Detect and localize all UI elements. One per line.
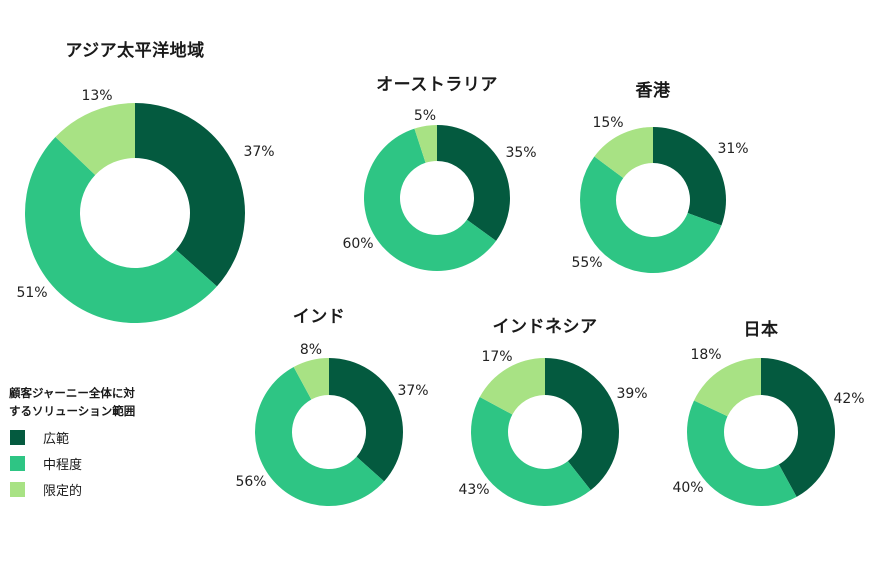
donut-segment-broad bbox=[653, 127, 727, 226]
percent-label-moderate: 43% bbox=[458, 482, 490, 498]
legend-item-broad: 広範 bbox=[9, 424, 189, 450]
legend-swatch-broad bbox=[10, 429, 25, 445]
percent-label-broad: 37% bbox=[397, 383, 429, 399]
percent-label-broad: 37% bbox=[243, 144, 275, 160]
donut-segment-limited bbox=[594, 127, 653, 178]
donut-chart-1 bbox=[363, 125, 510, 272]
legend-swatch-moderate bbox=[10, 455, 25, 471]
donut-chart-0 bbox=[25, 102, 246, 323]
donut-segment-moderate bbox=[687, 400, 797, 507]
legend-item-moderate: 中程度 bbox=[9, 450, 189, 476]
chart-title: インド bbox=[292, 307, 346, 327]
legend: 顧客ジャーニー全体に対 するソリューション範囲 広範 中程度 限定的 bbox=[9, 384, 189, 502]
chart-title: 日本 bbox=[743, 320, 779, 340]
percent-label-broad: 39% bbox=[616, 386, 648, 402]
donut-chart-3 bbox=[254, 358, 403, 507]
donut-segment-moderate bbox=[254, 366, 385, 507]
chart-title: 香港 bbox=[635, 81, 671, 101]
chart-title: オーストラリア bbox=[376, 75, 498, 95]
donut-segment-moderate bbox=[580, 156, 722, 274]
chart-title: アジア太平洋地域 bbox=[65, 41, 205, 61]
percent-label-moderate: 51% bbox=[16, 285, 48, 301]
donut-segment-moderate bbox=[25, 137, 217, 323]
legend-label-limited: 限定的 bbox=[43, 483, 83, 499]
donut-chart-4 bbox=[470, 358, 619, 507]
legend-label-broad: 広範 bbox=[43, 431, 70, 447]
donut-segment-moderate bbox=[363, 128, 497, 272]
donut-segment-broad bbox=[437, 125, 510, 241]
donut-segment-limited bbox=[55, 102, 135, 176]
donut-chart-5 bbox=[687, 358, 835, 507]
legend-swatch-limited bbox=[10, 481, 25, 497]
percent-label-limited: 13% bbox=[81, 88, 113, 104]
donut-segment-limited bbox=[694, 358, 761, 417]
donut-segment-broad bbox=[761, 358, 835, 497]
percent-label-moderate: 55% bbox=[571, 255, 603, 271]
percent-label-limited: 8% bbox=[299, 342, 323, 358]
donut-segment-moderate bbox=[470, 397, 591, 507]
percent-label-moderate: 60% bbox=[342, 236, 374, 252]
legend-title-line1: 顧客ジャーニー全体に対 bbox=[9, 386, 135, 400]
legend-item-limited: 限定的 bbox=[9, 476, 189, 502]
percent-label-limited: 15% bbox=[592, 115, 624, 131]
donut-segment-limited bbox=[293, 358, 329, 400]
donut-segment-limited bbox=[414, 125, 437, 163]
percent-label-broad: 42% bbox=[833, 391, 865, 407]
percent-label-limited: 17% bbox=[481, 349, 513, 365]
percent-label-limited: 18% bbox=[690, 347, 722, 363]
donut-segment-broad bbox=[545, 358, 619, 491]
percent-label-moderate: 56% bbox=[235, 474, 267, 490]
legend-label-moderate: 中程度 bbox=[43, 457, 83, 473]
percent-label-limited: 5% bbox=[413, 108, 437, 124]
donut-segment-limited bbox=[479, 358, 545, 415]
percent-label-broad: 35% bbox=[505, 145, 537, 161]
donut-segment-broad bbox=[135, 103, 246, 287]
donut-chart-2 bbox=[580, 127, 727, 274]
percent-label-moderate: 40% bbox=[672, 480, 704, 496]
donut-segment-broad bbox=[329, 358, 403, 482]
legend-title-line2: するソリューション範囲 bbox=[9, 404, 136, 418]
percent-label-broad: 31% bbox=[717, 141, 749, 157]
chart-title: インドネシア bbox=[492, 317, 598, 337]
